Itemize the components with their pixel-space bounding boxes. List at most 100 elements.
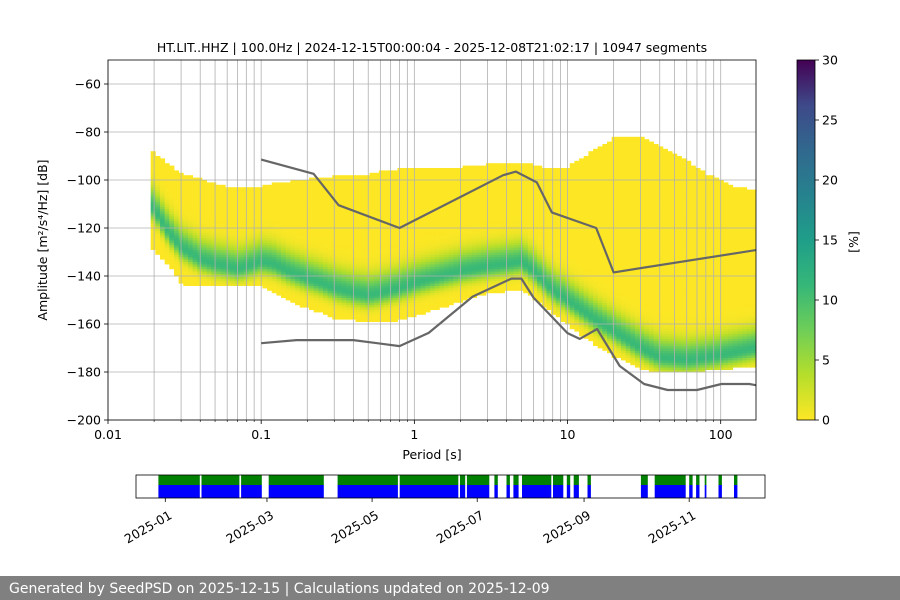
density-cell	[439, 211, 445, 214]
density-cell	[439, 278, 445, 282]
density-cell	[364, 223, 370, 226]
density-cell	[378, 175, 384, 178]
density-cell	[383, 309, 389, 313]
density-cell	[546, 168, 552, 171]
density-cell	[364, 268, 370, 272]
density-cell	[183, 264, 189, 267]
density-cell	[579, 189, 585, 193]
density-cell	[527, 225, 533, 229]
density-cell	[444, 283, 450, 286]
density-cell	[574, 278, 580, 282]
density-cell	[476, 230, 482, 234]
density-cell	[313, 261, 319, 265]
density-cell	[215, 259, 221, 262]
density-cell	[160, 204, 166, 207]
density-cell	[555, 264, 561, 267]
density-cell	[574, 240, 580, 243]
density-cell	[481, 256, 487, 260]
density-cell	[471, 290, 478, 294]
density-cell	[471, 288, 478, 291]
density-cell	[574, 324, 580, 327]
density-cell	[225, 232, 231, 236]
density-cell	[257, 206, 263, 210]
density-cell	[485, 180, 491, 183]
density-cell	[346, 302, 352, 306]
density-cell	[197, 237, 203, 241]
density-cell	[504, 189, 510, 193]
density-cell	[537, 168, 543, 171]
density-cell	[276, 264, 282, 267]
density-cell	[555, 235, 561, 238]
density-cell	[532, 220, 538, 224]
density-cell	[173, 273, 180, 277]
density-cell	[369, 204, 375, 207]
density-cell	[513, 247, 519, 250]
density-cell	[476, 266, 482, 270]
density-cell	[523, 259, 529, 262]
density-cell	[439, 187, 445, 190]
density-cell	[555, 223, 561, 226]
density-cell	[537, 295, 543, 298]
density-cell	[374, 264, 380, 267]
density-cell	[215, 244, 221, 248]
density-cell	[425, 187, 431, 190]
density-cell	[364, 235, 370, 238]
density-cell	[416, 182, 422, 186]
density-cell	[215, 261, 221, 265]
density-cell	[309, 206, 315, 210]
density-cell	[467, 254, 473, 258]
density-cell	[481, 168, 487, 171]
density-cell	[579, 204, 585, 207]
density-cell	[448, 288, 454, 291]
density-cell	[346, 254, 352, 258]
density-cell	[271, 256, 277, 260]
density-cell	[290, 220, 296, 224]
density-cell	[453, 187, 459, 190]
density-cell	[341, 208, 347, 212]
density-cell	[490, 184, 496, 188]
density-cell	[360, 259, 366, 262]
density-cell	[444, 208, 450, 212]
density-cell	[173, 187, 180, 190]
density-cell	[211, 271, 217, 274]
density-cell	[276, 196, 282, 200]
density-cell	[574, 268, 580, 272]
density-cell	[439, 177, 445, 181]
density-cell	[555, 280, 561, 284]
density-cell	[444, 259, 450, 262]
density-cell	[313, 273, 319, 277]
density-cell	[341, 201, 347, 205]
density-cell	[197, 206, 203, 210]
density-cell	[169, 225, 175, 229]
density-cell	[527, 259, 533, 262]
density-cell	[383, 292, 389, 296]
density-cell	[173, 230, 180, 234]
density-cell	[579, 170, 585, 174]
density-cell	[402, 172, 408, 176]
density-cell	[281, 199, 287, 202]
density-cell	[155, 230, 161, 234]
density-cell	[439, 242, 445, 246]
density-cell	[444, 225, 450, 229]
density-cell	[336, 288, 342, 291]
density-cell	[173, 259, 180, 262]
density-cell	[360, 223, 366, 226]
density-cell	[346, 273, 352, 277]
density-cell	[332, 220, 338, 224]
density-cell	[192, 204, 198, 207]
density-cell	[555, 182, 561, 186]
density-cell	[485, 261, 491, 265]
density-cell	[434, 276, 440, 279]
density-cell	[164, 216, 170, 219]
density-cell	[253, 261, 259, 265]
density-cell	[467, 177, 473, 181]
density-cell	[229, 283, 235, 286]
density-cell	[504, 240, 510, 243]
density-cell	[281, 192, 287, 195]
density-cell	[341, 288, 347, 291]
density-cell	[327, 283, 333, 286]
density-cell	[439, 249, 445, 253]
density-cell	[369, 244, 375, 248]
density-cell	[476, 244, 482, 248]
density-cell	[448, 194, 454, 198]
